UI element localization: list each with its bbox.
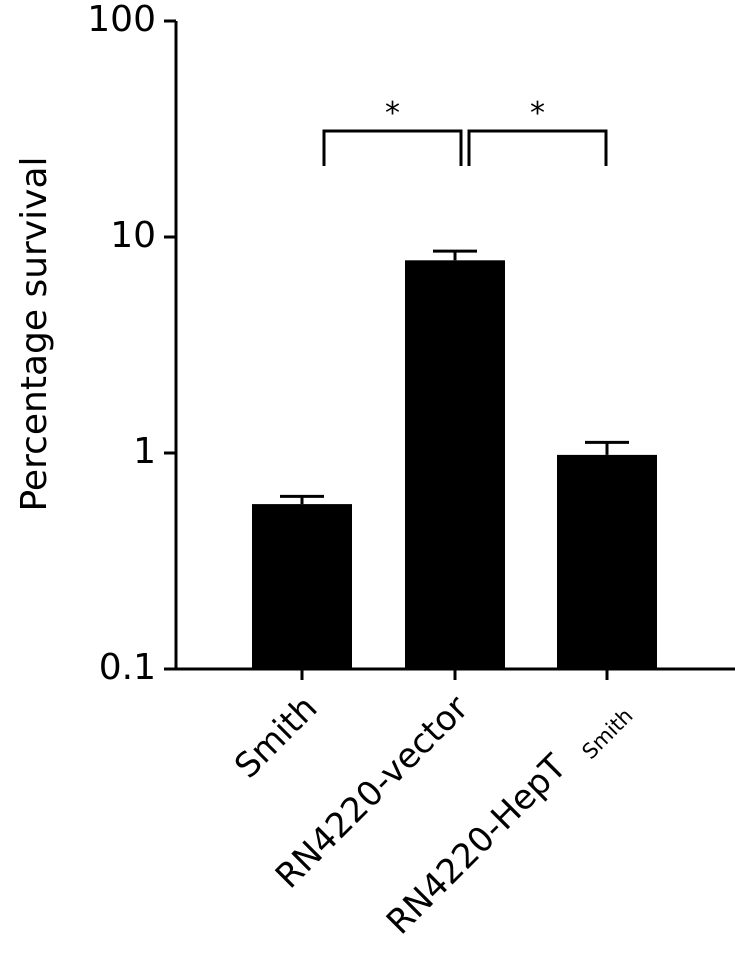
y-axis-title: Percentage survival — [14, 156, 55, 511]
x-tick-label-subscript: Smith — [577, 704, 637, 764]
y-tick-label: 10 — [110, 215, 156, 256]
y-tick-label: 1 — [133, 431, 156, 472]
y-tick-label: 0.1 — [99, 647, 156, 688]
bars-group — [252, 260, 657, 669]
y-ticks-group: 0.1 1 10 100 — [87, 0, 176, 688]
significance-bracket — [467, 129, 608, 166]
x-tick-label: Smith — [227, 688, 325, 786]
significance-bracket — [322, 129, 463, 166]
bar — [557, 454, 657, 669]
significance-label: * — [385, 96, 400, 131]
x-tick-label-main: Smith — [227, 688, 325, 786]
bar — [405, 260, 505, 669]
significance-group: * * — [322, 96, 608, 166]
error-bars-group — [280, 249, 629, 505]
bar — [252, 504, 352, 669]
y-tick-label: 100 — [87, 0, 156, 40]
significance-label: * — [530, 96, 545, 131]
